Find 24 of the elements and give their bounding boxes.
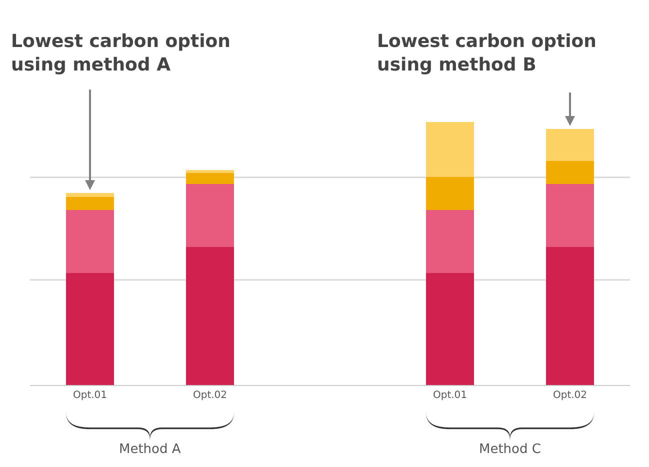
text: Lowest carbon option using method B	[377, 31, 596, 76]
bar	[186, 184, 234, 247]
bar	[426, 122, 474, 178]
x-tick-label: Opt.01	[432, 390, 468, 401]
text: Method C	[479, 442, 541, 457]
x-tick-label: Opt.02	[192, 390, 228, 401]
text: Method A	[119, 442, 181, 457]
bar	[66, 210, 114, 274]
x-tick-label: Opt.01	[72, 390, 108, 401]
bar	[186, 247, 234, 385]
bar	[66, 273, 114, 385]
bar	[186, 172, 234, 184]
bar	[546, 184, 594, 247]
bar	[186, 170, 234, 173]
bar	[66, 197, 114, 210]
bar	[546, 161, 594, 184]
bar	[426, 210, 474, 274]
x-tick-label: Opt.02	[552, 390, 588, 401]
bar	[426, 273, 474, 385]
bar	[546, 247, 594, 385]
bar	[66, 193, 114, 198]
text: Lowest carbon option using method A	[11, 31, 230, 76]
bar	[546, 128, 594, 162]
bar	[426, 177, 474, 210]
